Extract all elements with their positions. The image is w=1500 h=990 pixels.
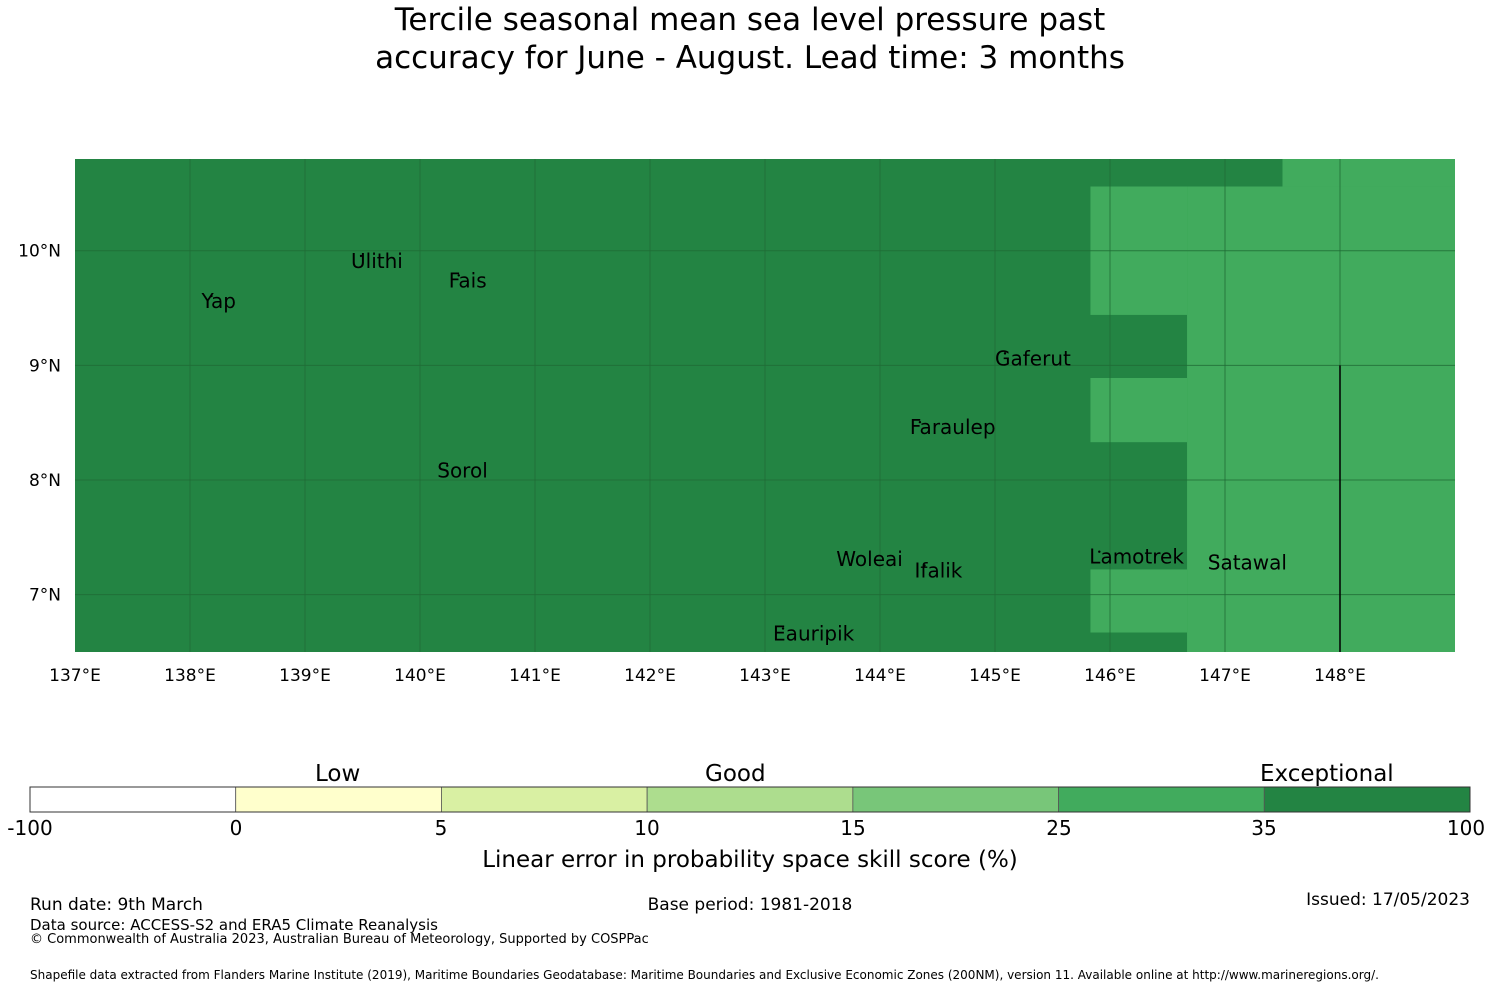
island-marker xyxy=(457,274,460,277)
base-period: Base period: 1981-2018 xyxy=(0,895,1500,915)
copyright-notice: © Commonwealth of Australia 2023, Austra… xyxy=(30,932,649,947)
colorbar xyxy=(29,786,1471,813)
longitude-tick-label: 137°E xyxy=(49,666,101,686)
place-label-eauripik: Eauripik xyxy=(773,622,855,646)
island-marker xyxy=(781,627,785,630)
longitude-tick-label: 146°E xyxy=(1084,666,1136,686)
place-label-woleai: Woleai xyxy=(836,547,903,571)
colorbar-category-low: Low xyxy=(315,761,361,787)
island-marker xyxy=(446,464,449,467)
island-marker xyxy=(845,552,848,556)
island-marker xyxy=(1003,352,1007,355)
colorbar-tick-label: -100 xyxy=(7,816,53,840)
place-label-faraulep: Faraulep xyxy=(910,415,996,439)
place-label-ulithi: Ulithi xyxy=(351,249,403,273)
colorbar-bin xyxy=(235,786,442,813)
colorbar-tick-label: 0 xyxy=(229,816,243,840)
colorbar-outline xyxy=(29,786,1471,813)
colorbar-tick-label: 5 xyxy=(434,816,448,840)
island-marker xyxy=(210,294,213,298)
latitude-tick-label: 10°N xyxy=(18,242,61,262)
map-title: Tercile seasonal mean sea level pressure… xyxy=(0,0,1500,77)
map-panel: 137°E 138°E 139°E 140°E 141°E 142°E 143°E 144°E… xyxy=(18,159,1455,686)
skill-region xyxy=(1090,377,1188,443)
longitude-tick-label: 145°E xyxy=(969,666,1021,686)
skill-region xyxy=(1187,186,1455,652)
colorbar-bin xyxy=(852,786,1059,813)
place-label-yap: Yap xyxy=(201,289,236,313)
latitude-tick-label: 7°N xyxy=(29,586,61,606)
map-title-line-2: accuracy for June - August. Lead time: 3… xyxy=(375,40,1125,76)
longitude-tick-label: 142°E xyxy=(624,666,676,686)
colorbar-tick-label: 35 xyxy=(1251,816,1277,840)
island-marker xyxy=(923,564,926,567)
colorbar-category-exceptional: Exceptional xyxy=(1260,761,1394,787)
longitude-tick-label: 141°E xyxy=(509,666,561,686)
place-label-satawal: Satawal xyxy=(1208,550,1287,574)
latitude-tick-label: 9°N xyxy=(29,356,61,376)
longitude-tick-label: 138°E xyxy=(164,666,216,686)
longitude-tick-label: 148°E xyxy=(1314,666,1366,686)
place-label-ifalik: Ifalik xyxy=(915,558,963,582)
colorbar-tick-label: 10 xyxy=(634,816,660,840)
issued-date: Issued: 17/05/2023 xyxy=(1306,890,1470,910)
place-label-sorol: Sorol xyxy=(437,459,488,483)
colorbar-tick-label: 100 xyxy=(1446,816,1486,840)
longitude-tick-label: 147°E xyxy=(1199,666,1251,686)
map-title-line-1: Tercile seasonal mean sea level pressure… xyxy=(394,2,1106,38)
longitude-tick-label: 143°E xyxy=(739,666,791,686)
skill-region xyxy=(1282,159,1455,187)
colorbar-bin xyxy=(1058,786,1265,813)
colorbar-bin xyxy=(646,786,854,813)
colorbar-bin xyxy=(29,786,237,813)
island-marker xyxy=(1216,556,1219,559)
colorbar-tick-label: 25 xyxy=(1046,816,1072,840)
place-label-gaferut: Gaferut xyxy=(995,346,1071,370)
run-date: Run date: 9th March xyxy=(30,895,203,915)
place-label-fais: Fais xyxy=(449,268,487,292)
longitude-tick-label: 140°E xyxy=(394,666,446,686)
island-marker xyxy=(359,254,363,258)
island-marker xyxy=(918,420,922,424)
place-label-lamotrek: Lamotrek xyxy=(1089,545,1184,569)
latitude-tick-label: 8°N xyxy=(29,471,61,491)
colorbar-category-good: Good xyxy=(705,761,766,787)
colorbar-bin xyxy=(441,786,648,813)
base-period-text: Base period: 1981-2018 xyxy=(647,895,853,915)
shapefile-credit: Shapefile data extracted from Flanders M… xyxy=(30,968,1379,982)
island-marker xyxy=(1098,550,1101,553)
skill-region xyxy=(1090,569,1188,633)
colorbar-bin xyxy=(1263,786,1471,813)
data-source: Data source: ACCESS-S2 and ERA5 Climate … xyxy=(30,916,438,934)
colorbar-tick-label: 15 xyxy=(840,816,866,840)
longitude-tick-label: 144°E xyxy=(854,666,906,686)
colorbar-title: Linear error in probability space skill … xyxy=(482,847,1018,873)
longitude-tick-label: 139°E xyxy=(279,666,331,686)
